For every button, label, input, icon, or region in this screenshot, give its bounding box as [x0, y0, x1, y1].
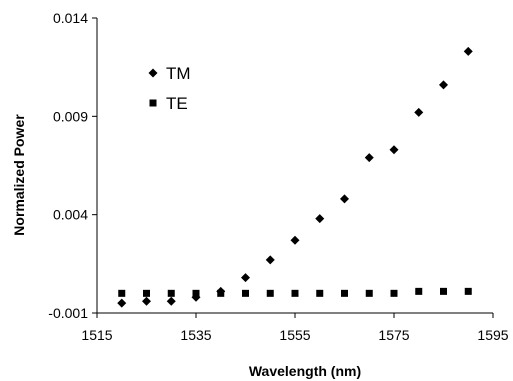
x-tick-label: 1535: [180, 327, 211, 343]
x-tick-label: 1595: [477, 327, 508, 343]
te-point: [415, 287, 423, 295]
tick-labels: 1515 1535 1555 1575 1595 -0.001 0.004 0.009 0.01…: [48, 10, 508, 343]
te-point: [242, 289, 249, 297]
y-axis-title: Normalized Power: [11, 114, 27, 236]
x-tick-label: 1515: [81, 327, 112, 343]
series-te: [118, 287, 472, 297]
legend-marker-tm: [148, 68, 158, 78]
y-tick-label: 0.004: [53, 207, 88, 223]
tm-point: [389, 145, 399, 155]
tm-point: [340, 194, 349, 204]
legend-label-tm: TM: [166, 64, 191, 83]
data-points: [117, 46, 473, 308]
te-point: [291, 289, 299, 297]
y-tick-label: -0.001: [48, 305, 88, 321]
legend: TM TE: [148, 64, 191, 113]
axes: [96, 18, 493, 314]
te-point: [118, 289, 126, 297]
te-point: [266, 289, 274, 297]
te-point: [440, 287, 447, 295]
te-point: [167, 289, 175, 297]
tm-point: [414, 107, 424, 117]
tm-point: [439, 80, 448, 90]
te-point: [217, 289, 225, 297]
te-point: [143, 289, 150, 297]
te-point: [316, 289, 324, 297]
tm-point: [241, 273, 250, 283]
te-point: [390, 289, 398, 297]
tm-point: [463, 46, 473, 56]
y-tick-label: 0.009: [53, 108, 88, 124]
x-axis-title: Wavelength (nm): [249, 363, 361, 379]
y-tick-label: 0.014: [53, 10, 88, 26]
x-tick-label: 1575: [378, 327, 409, 343]
te-point: [464, 287, 472, 295]
legend-label-te: TE: [166, 94, 188, 113]
tm-point: [364, 153, 374, 163]
tm-point: [315, 214, 325, 224]
tm-point: [142, 296, 151, 306]
x-tick-label: 1555: [279, 327, 310, 343]
tick-marks: [92, 17, 494, 318]
tm-point: [265, 255, 275, 265]
tm-point: [166, 296, 176, 306]
te-point: [341, 289, 348, 297]
tm-point: [290, 235, 300, 245]
series-tm: [117, 46, 473, 308]
te-point: [365, 289, 373, 297]
te-point: [192, 289, 200, 297]
legend-marker-te: [149, 99, 157, 107]
tm-point: [117, 298, 127, 308]
